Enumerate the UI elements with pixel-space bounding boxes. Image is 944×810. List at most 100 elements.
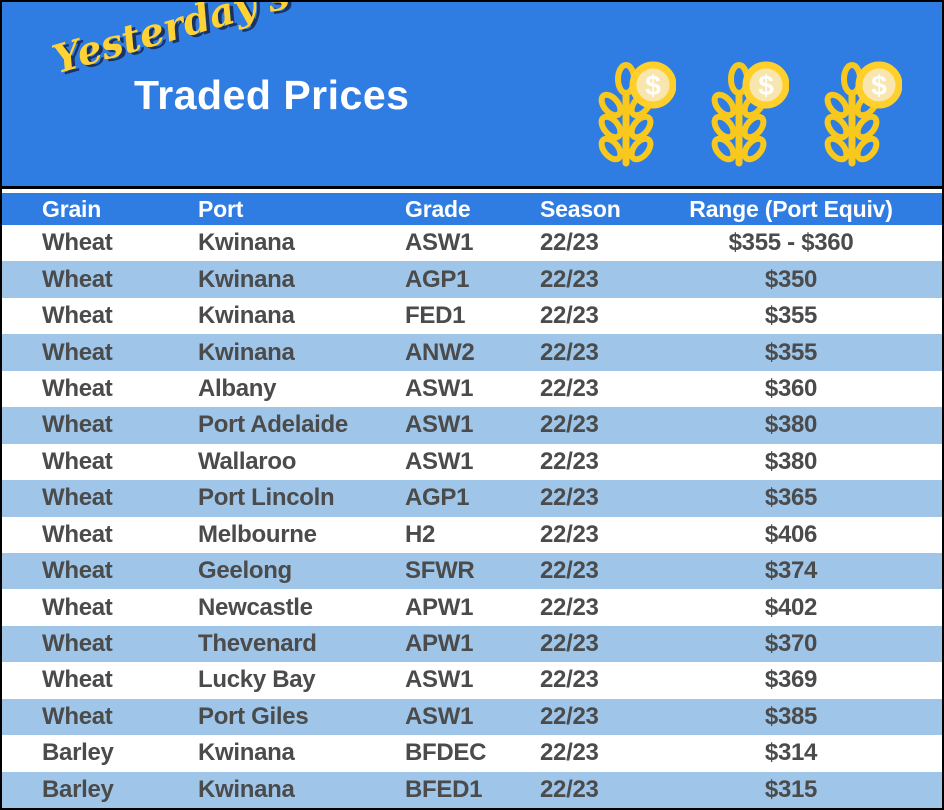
cell-port: Port Lincoln [198, 484, 335, 512]
cell-port: Port Adelaide [198, 411, 348, 439]
cell-grain: Wheat [42, 702, 113, 730]
cell-port: Newcastle [198, 593, 313, 621]
cell-grain: Wheat [42, 302, 113, 330]
cell-port: Lucky Bay [198, 666, 316, 694]
column-header-season: Season [540, 195, 621, 222]
cell-range: $385 [764, 702, 818, 730]
cell-season: 22/23 [540, 374, 599, 402]
cell-grain: Wheat [42, 265, 113, 293]
table-row: Wheat Thevenard APW1 22/23 $370 [2, 625, 942, 663]
table-row: Wheat Port Giles ASW1 22/23 $385 [2, 698, 942, 736]
cell-range: $350 [764, 265, 818, 293]
cell-range: $360 [764, 374, 818, 402]
cell-grade: ASW1 [405, 374, 474, 402]
cell-port: Wallaroo [198, 447, 297, 475]
cell-grain: Wheat [42, 447, 113, 475]
banner-divider [2, 186, 942, 189]
cell-grain: Wheat [42, 666, 113, 694]
banner-gap [2, 189, 942, 193]
cell-port: Kwinana [198, 302, 295, 330]
cell-grain: Wheat [42, 374, 113, 402]
cell-grade: FED1 [405, 302, 466, 330]
cell-port: Thevenard [198, 630, 317, 658]
cell-range: $315 [764, 775, 818, 803]
column-header-grain: Grain [42, 195, 102, 222]
table-row: Wheat Kwinana ASW1 22/23 $355 - $360 [2, 225, 942, 262]
cell-grade: H2 [405, 520, 436, 548]
svg-text:$: $ [871, 70, 887, 101]
cell-grain: Wheat [42, 520, 113, 548]
dollar-coin [742, 61, 789, 109]
dollar-coin [629, 61, 676, 109]
cell-season: 22/23 [540, 666, 599, 694]
table-row: Wheat Newcastle APW1 22/23 $402 [2, 589, 942, 626]
cell-range: $314 [764, 739, 818, 767]
cell-port: Melbourne [198, 520, 317, 548]
cell-range: $355 [764, 302, 818, 330]
svg-text:$: $ [645, 70, 661, 101]
table-row: Wheat Kwinana ANW2 22/23 $355 [2, 334, 942, 371]
cell-grade: ANW2 [405, 338, 475, 366]
cell-range: $380 [764, 447, 818, 475]
cell-grain: Wheat [42, 338, 113, 366]
table-row: Wheat Melbourne H2 22/23 $406 [2, 516, 942, 553]
cell-season: 22/23 [540, 702, 599, 730]
page-title: Traded Prices [134, 72, 410, 118]
table-row: Wheat Kwinana FED1 22/23 $355 [2, 297, 942, 335]
cell-grade: ASW1 [405, 702, 474, 730]
cell-season: 22/23 [540, 593, 599, 621]
cell-grade: ASW1 [405, 666, 474, 694]
cell-port: Albany [198, 374, 277, 402]
table-row: Wheat Kwinana AGP1 22/23 $350 [2, 261, 942, 298]
cell-range: $402 [764, 593, 818, 621]
cell-port: Kwinana [198, 739, 295, 767]
cell-range: $374 [764, 557, 818, 585]
table-row: Wheat Albany ASW1 22/23 $360 [2, 370, 942, 408]
cell-season: 22/23 [540, 484, 599, 512]
cell-season: 22/23 [540, 302, 599, 330]
cell-season: 22/23 [540, 229, 599, 257]
table-header-row: Grain Port Grade Season Range (Port Equi… [2, 193, 942, 225]
cell-grain: Wheat [42, 557, 113, 585]
table-row: Wheat Port Lincoln AGP1 22/23 $365 [2, 480, 942, 517]
cell-season: 22/23 [540, 739, 599, 767]
cell-port: Kwinana [198, 229, 295, 257]
cell-grain: Wheat [42, 484, 113, 512]
wheat-dollar-coin-icon: $ [824, 61, 902, 167]
column-header-grade: Grade [405, 195, 471, 222]
banner-icons: $ $ $ [596, 55, 902, 168]
cell-season: 22/23 [540, 557, 599, 585]
table-row: Wheat Wallaroo ASW1 22/23 $380 [2, 443, 942, 481]
cell-grain: Wheat [42, 593, 113, 621]
cell-grade: AGP1 [405, 265, 470, 293]
cell-grade: AGP1 [405, 484, 470, 512]
cell-grain: Wheat [42, 229, 113, 257]
table-row: Wheat Geelong SFWR 22/23 $374 [2, 552, 942, 590]
cell-port: Kwinana [198, 338, 295, 366]
banner-script-label: Yesterday's [47, 2, 295, 84]
cell-grade: BFED1 [405, 775, 483, 803]
cell-port: Kwinana [198, 775, 295, 803]
cell-range: $370 [764, 630, 818, 658]
cell-season: 22/23 [540, 338, 599, 366]
cell-season: 22/23 [540, 447, 599, 475]
cell-grade: APW1 [405, 630, 474, 658]
cell-range: $365 [764, 484, 818, 512]
table-row: Wheat Port Adelaide ASW1 22/23 $380 [2, 407, 942, 444]
cell-grade: ASW1 [405, 447, 474, 475]
cell-season: 22/23 [540, 775, 599, 803]
cell-range: $406 [764, 520, 818, 548]
table-row: Barley Kwinana BFED1 22/23 $315 [2, 771, 942, 808]
cell-port: Geelong [198, 557, 292, 585]
banner: Yesterday's Traded Prices $ $ [2, 2, 942, 186]
table-row: Wheat Lucky Bay ASW1 22/23 $369 [2, 662, 942, 699]
dollar-coin [855, 61, 902, 109]
cell-range: $355 - $360 [728, 229, 854, 257]
cell-grain: Barley [42, 775, 114, 803]
cell-range: $355 [764, 338, 818, 366]
wheat-dollar-coin-icon: $ [598, 61, 676, 167]
svg-text:$: $ [758, 70, 774, 101]
cell-grain: Barley [42, 739, 114, 767]
wheat-dollar-coin-icon: $ [711, 61, 789, 167]
